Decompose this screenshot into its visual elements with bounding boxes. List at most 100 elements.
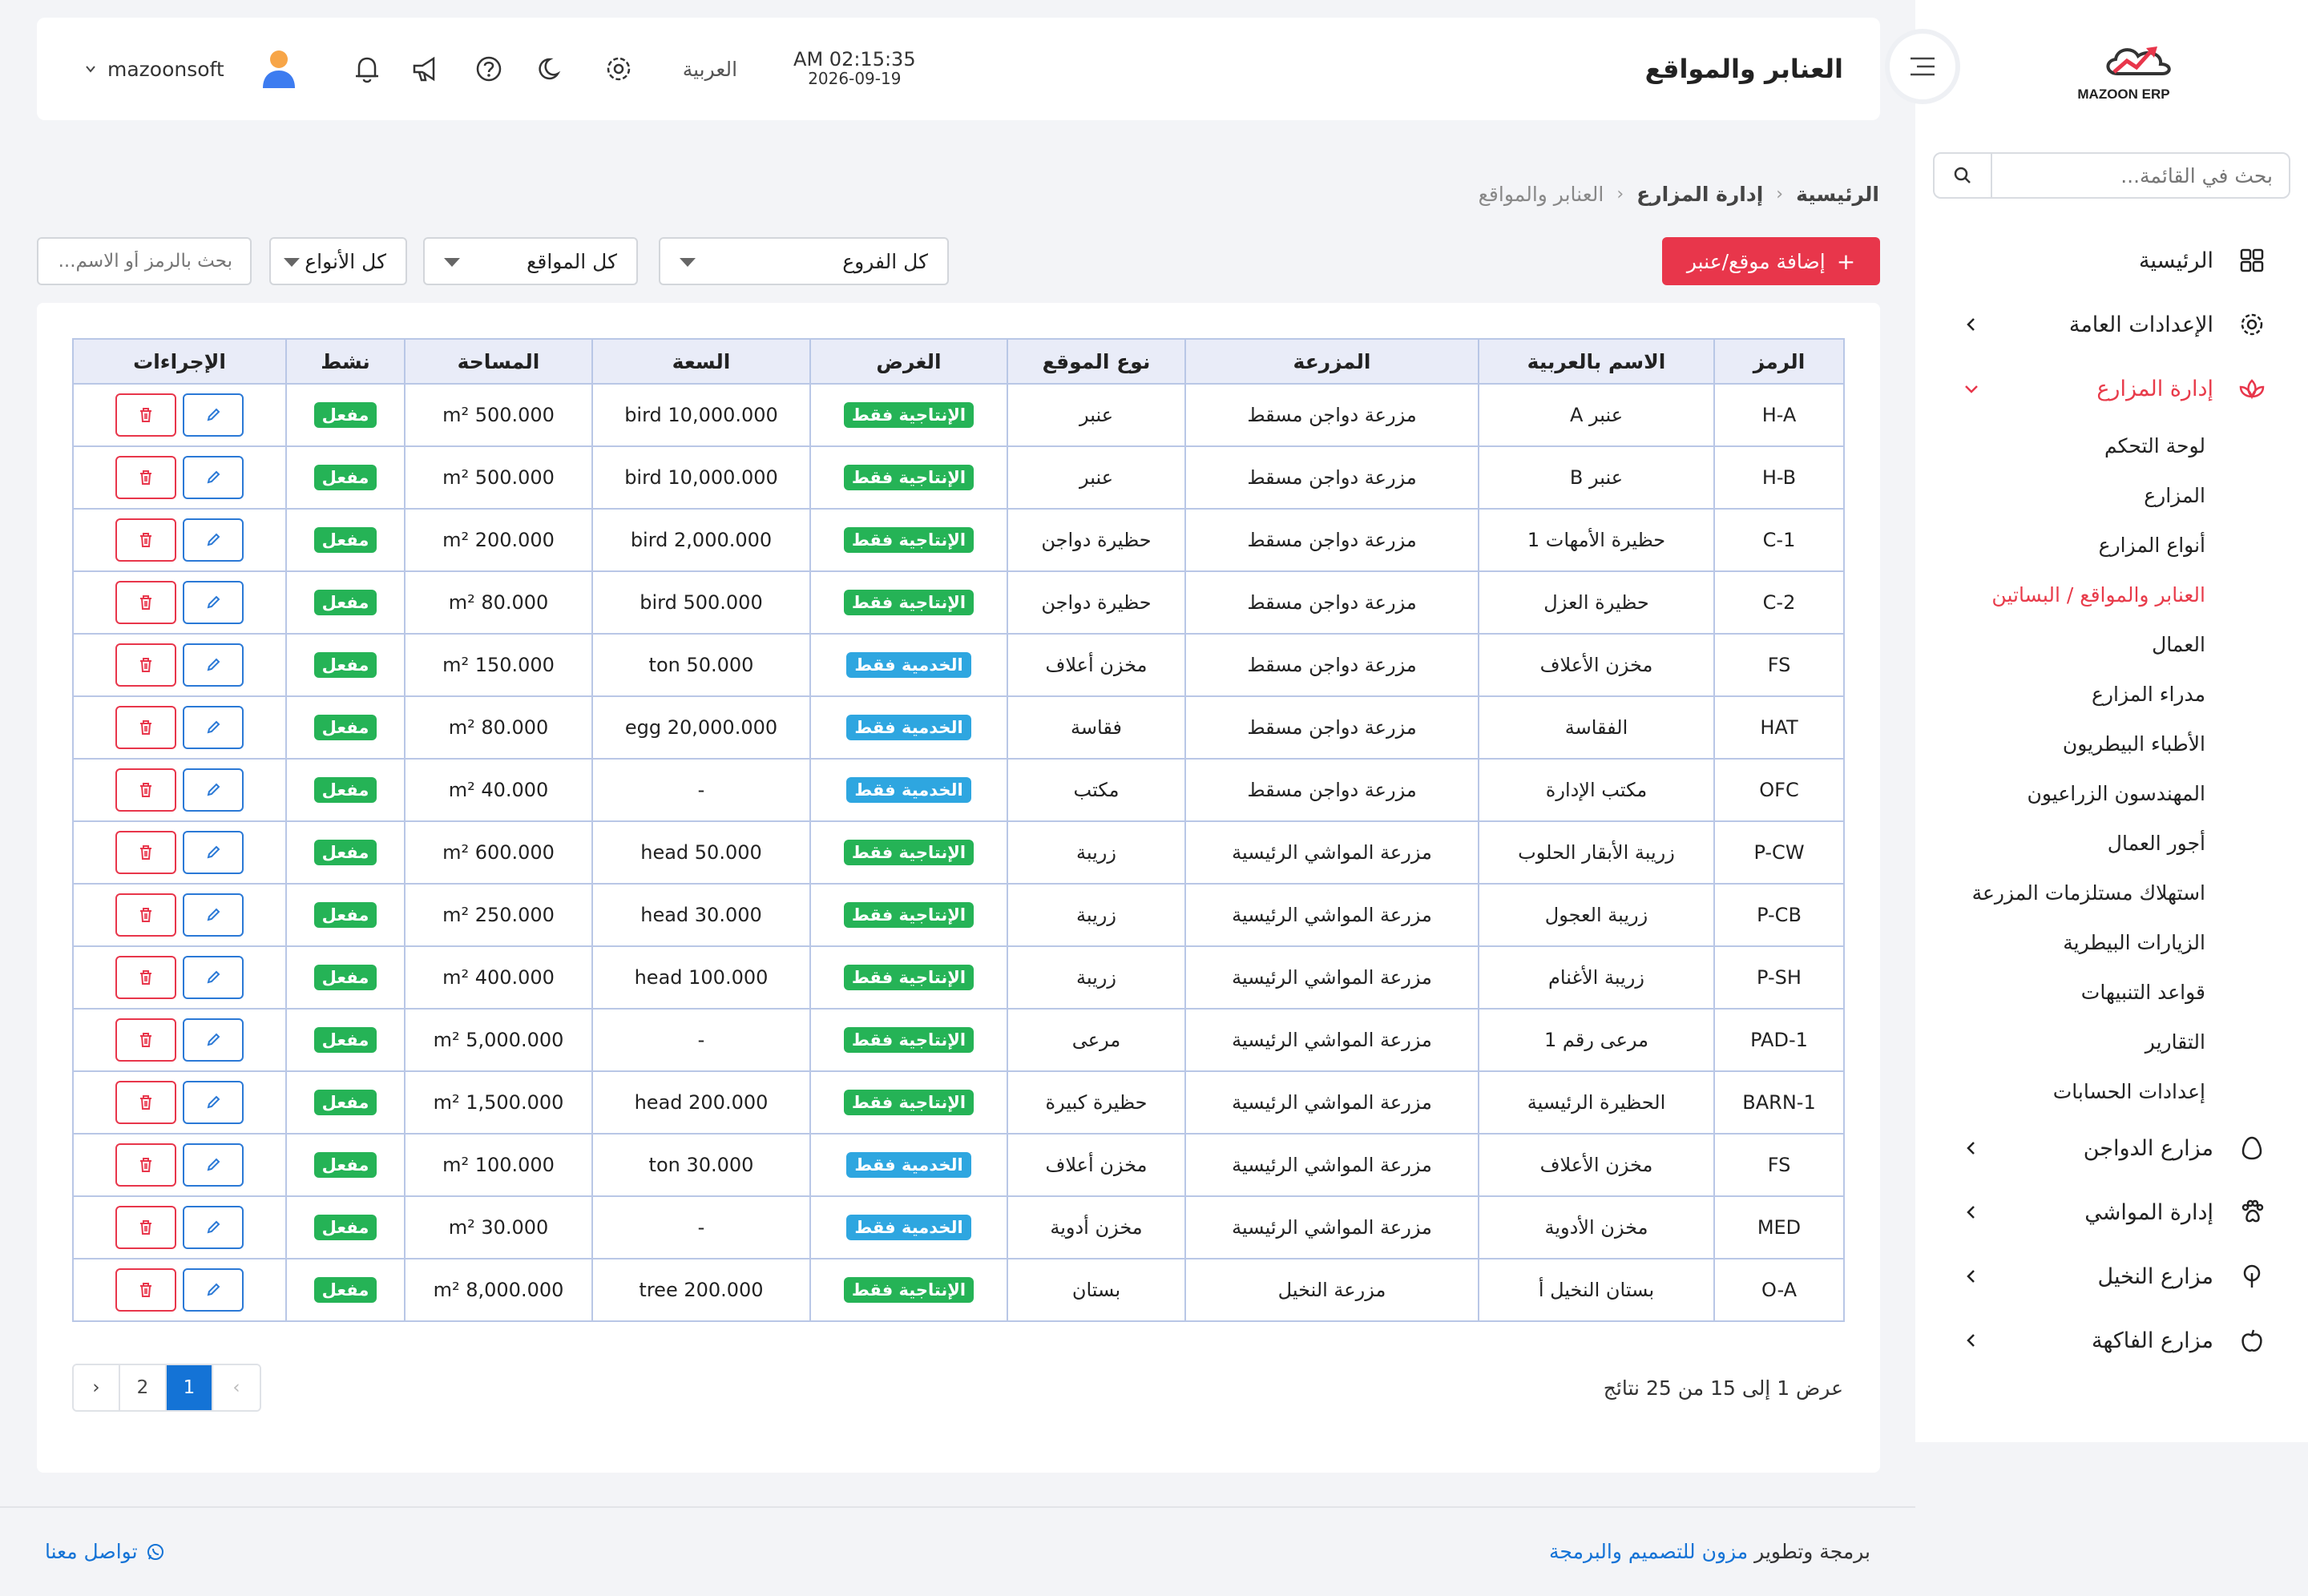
breadcrumb-home[interactable]: الرئيسية bbox=[1796, 183, 1879, 206]
edit-button[interactable] bbox=[183, 456, 244, 499]
delete-button[interactable] bbox=[115, 893, 176, 937]
submenu-farm-managers[interactable]: مدراء المزارع bbox=[2092, 682, 2205, 706]
submenu-alert-rules[interactable]: قواعد التنبيهات bbox=[2080, 980, 2205, 1004]
edit-button[interactable] bbox=[183, 581, 244, 624]
edit-button[interactable] bbox=[183, 706, 244, 749]
delete-button[interactable] bbox=[115, 456, 176, 499]
edit-button[interactable] bbox=[183, 1268, 244, 1312]
delete-button[interactable] bbox=[115, 581, 176, 624]
delete-button[interactable] bbox=[115, 1018, 176, 1062]
help-icon[interactable] bbox=[471, 51, 506, 87]
cell-purpose: الخدمية فقط bbox=[809, 1133, 1008, 1197]
app-logo[interactable]: MAZOON ERP bbox=[2068, 38, 2180, 111]
delete-button[interactable] bbox=[115, 1206, 176, 1249]
submenu-houses-locations[interactable]: العنابر والمواقع / البساتين bbox=[1991, 582, 2205, 607]
edit-button[interactable] bbox=[183, 956, 244, 999]
submenu-worker-wages[interactable]: أجور العمال bbox=[2107, 831, 2205, 855]
cell-active: مفعل bbox=[285, 1008, 406, 1072]
edit-button[interactable] bbox=[183, 768, 244, 812]
column-header-farm[interactable]: المزرعة bbox=[1184, 338, 1479, 385]
search-icon[interactable] bbox=[1935, 154, 1992, 197]
edit-button[interactable] bbox=[183, 643, 244, 687]
column-header-capacity[interactable]: السعة bbox=[591, 338, 811, 385]
submenu-farm-types[interactable]: أنواع المزارع bbox=[2098, 533, 2205, 557]
sidebar-item-palm-farms[interactable]: مزارع النخيل bbox=[1915, 1244, 2308, 1308]
column-header-code[interactable]: الرمز bbox=[1713, 338, 1845, 385]
edit-button[interactable] bbox=[183, 831, 244, 874]
cell-area-text: m² 150.000 bbox=[442, 654, 555, 676]
submenu-supplies-consumption[interactable]: استهلاك مستلزمات المزرعة bbox=[1971, 881, 2205, 905]
sidebar-item-general-settings[interactable]: الإعدادات العامة bbox=[1915, 292, 2308, 357]
type-filter-select[interactable]: كل الأنواع bbox=[269, 237, 407, 285]
sidebar-item-farm-management[interactable]: إدارة المزارع bbox=[1915, 357, 2308, 421]
cell-farm: مزرعة المواشي الرئيسية bbox=[1184, 1133, 1479, 1197]
sidebar-search-input[interactable] bbox=[1992, 154, 2289, 197]
megaphone-icon[interactable] bbox=[409, 51, 444, 87]
edit-button[interactable] bbox=[183, 1143, 244, 1187]
pagination-prev-button[interactable]: ‹ bbox=[213, 1365, 260, 1410]
delete-button[interactable] bbox=[115, 1268, 176, 1312]
apple-icon bbox=[2237, 1326, 2266, 1355]
pagination-next-button[interactable]: › bbox=[74, 1365, 120, 1410]
edit-button[interactable] bbox=[183, 893, 244, 937]
delete-button[interactable] bbox=[115, 768, 176, 812]
delete-button[interactable] bbox=[115, 518, 176, 562]
cell-capacity: ton 30.000 bbox=[591, 1133, 811, 1197]
submenu-agri-engineers[interactable]: المهندسون الزراعيون bbox=[2027, 781, 2206, 805]
dark-mode-icon[interactable] bbox=[534, 51, 569, 87]
edit-button[interactable] bbox=[183, 1018, 244, 1062]
submenu-farms[interactable]: المزارع bbox=[2144, 483, 2205, 507]
edit-button[interactable] bbox=[183, 1081, 244, 1124]
language-switch[interactable]: العربية bbox=[682, 57, 738, 81]
footer-credit-link[interactable]: مزون للتصميم والبرمجة bbox=[1549, 1540, 1749, 1563]
delete-button[interactable] bbox=[115, 393, 176, 437]
delete-button[interactable] bbox=[115, 956, 176, 999]
cell-type: حظيرة دواجن bbox=[1007, 508, 1186, 572]
branch-filter-select[interactable]: كل الفروع bbox=[659, 237, 949, 285]
table-search-input[interactable] bbox=[38, 239, 250, 284]
cell-actions bbox=[72, 1195, 287, 1259]
submenu-vet-visits[interactable]: الزيارات البيطرية bbox=[2063, 930, 2205, 954]
settings-icon[interactable] bbox=[601, 51, 636, 87]
delete-button[interactable] bbox=[115, 831, 176, 874]
bell-icon[interactable] bbox=[349, 51, 385, 87]
user-menu[interactable]: mazoonsoft bbox=[85, 48, 298, 90]
submenu-dashboard[interactable]: لوحة التحكم bbox=[2104, 433, 2205, 457]
sidebar-item-home[interactable]: الرئيسية bbox=[1915, 228, 2308, 292]
dropdown-arrow-icon bbox=[284, 258, 300, 267]
edit-button[interactable] bbox=[183, 1206, 244, 1249]
cell-active: مفعل bbox=[285, 1258, 406, 1322]
location-filter-select[interactable]: كل المواقع bbox=[423, 237, 638, 285]
submenu-account-settings[interactable]: إعدادات الحسابات bbox=[2052, 1079, 2205, 1103]
pagination-page-1[interactable]: 1 bbox=[167, 1365, 213, 1410]
breadcrumb-section[interactable]: إدارة المزارع bbox=[1636, 183, 1764, 206]
delete-button[interactable] bbox=[115, 1081, 176, 1124]
column-header-type[interactable]: نوع الموقع bbox=[1007, 338, 1186, 385]
sidebar-item-livestock[interactable]: إدارة المواشي bbox=[1915, 1180, 2308, 1244]
cell-purpose: الإنتاجية فقط bbox=[809, 445, 1008, 510]
column-header-active[interactable]: نشط bbox=[285, 338, 406, 385]
cell-code: C-2 bbox=[1713, 570, 1845, 635]
menu-icon bbox=[1911, 57, 1935, 76]
cell-type: زريبة bbox=[1007, 945, 1186, 1010]
cell-active: مفعل bbox=[285, 883, 406, 947]
column-header-purpose[interactable]: الغرض bbox=[809, 338, 1008, 385]
sidebar-item-fruit-farms[interactable]: مزارع الفاكهة bbox=[1915, 1308, 2308, 1372]
submenu-reports[interactable]: التقارير bbox=[2145, 1030, 2205, 1054]
column-header-area[interactable]: المساحة bbox=[404, 338, 593, 385]
column-header-name[interactable]: الاسم بالعربية bbox=[1478, 338, 1715, 385]
cell-capacity-text: bird 10,000.000 bbox=[624, 404, 778, 426]
edit-button[interactable] bbox=[183, 393, 244, 437]
sidebar-item-poultry-farms[interactable]: مزارع الدواجن bbox=[1915, 1116, 2308, 1180]
delete-button[interactable] bbox=[115, 643, 176, 687]
pagination-page-2[interactable]: 2 bbox=[120, 1365, 167, 1410]
submenu-veterinarians[interactable]: الأطباء البيطريون bbox=[2062, 732, 2205, 756]
sidebar-toggle-button[interactable] bbox=[1890, 34, 1955, 99]
trash-icon bbox=[140, 908, 151, 922]
add-location-button[interactable]: + إضافة موقع/عنبر bbox=[1662, 237, 1880, 285]
contact-us-link[interactable]: تواصل معنا bbox=[45, 1540, 165, 1563]
submenu-workers[interactable]: العمال bbox=[2152, 632, 2205, 656]
edit-button[interactable] bbox=[183, 518, 244, 562]
delete-button[interactable] bbox=[115, 706, 176, 749]
delete-button[interactable] bbox=[115, 1143, 176, 1187]
